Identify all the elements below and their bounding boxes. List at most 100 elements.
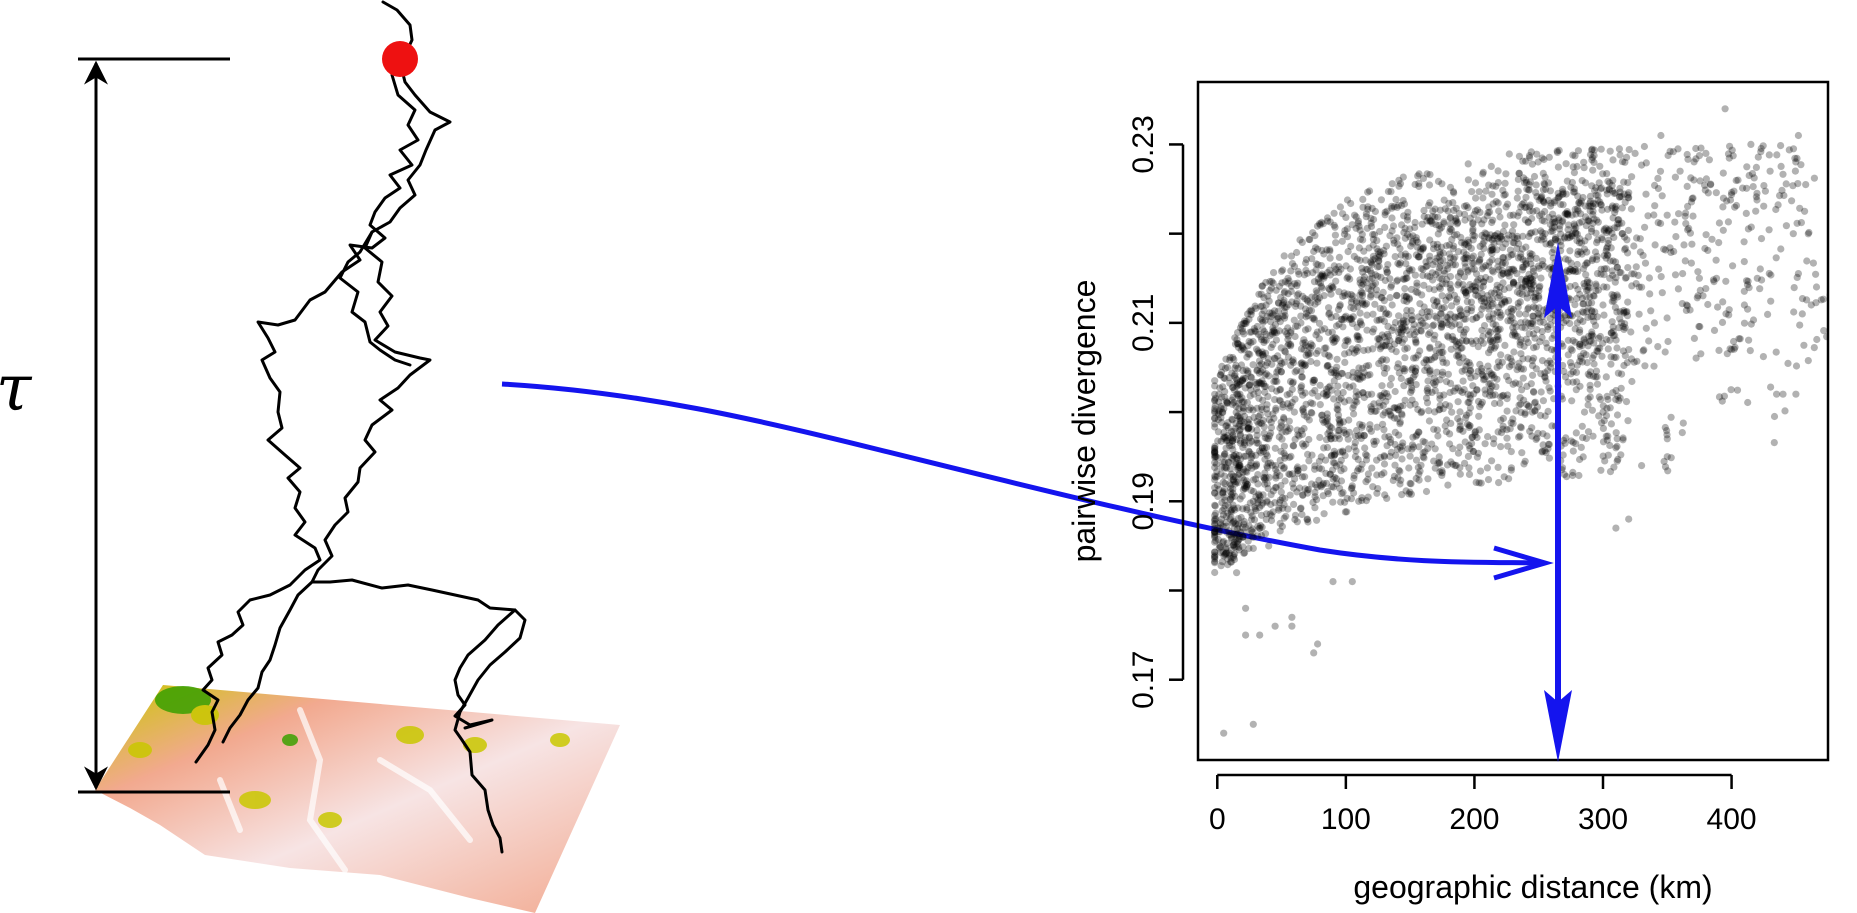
scatter-point — [1583, 259, 1591, 267]
scatter-point — [1503, 372, 1511, 380]
scatter-point — [1280, 464, 1288, 472]
scatter-point — [1456, 408, 1464, 416]
scatter-point — [1257, 302, 1265, 311]
scatter-point — [1777, 245, 1785, 253]
scatter-point — [1639, 251, 1647, 260]
scatter-point — [1624, 298, 1632, 306]
scatter-point — [1468, 304, 1476, 312]
scatter-point — [1220, 374, 1228, 382]
scatter-point — [1461, 438, 1469, 446]
scatter-point — [1499, 425, 1507, 433]
scatter-point — [1267, 343, 1275, 352]
scatter-point — [1218, 499, 1226, 507]
scatter-point — [1294, 463, 1302, 471]
scatter-point — [1538, 327, 1546, 336]
scatter-point — [1508, 314, 1516, 322]
scatter-point — [1226, 480, 1234, 488]
scatter-point — [1505, 363, 1513, 371]
scatter-point — [1401, 354, 1409, 362]
scatter-point — [1589, 292, 1597, 300]
scatter-point — [1217, 521, 1225, 529]
scatter-point — [1220, 452, 1228, 460]
scatter-point — [1563, 208, 1571, 216]
scatter-point — [1423, 356, 1431, 364]
scatter-point — [1482, 390, 1490, 398]
scatter-point — [1369, 241, 1377, 249]
scatter-point — [1438, 469, 1446, 477]
scatter-point — [1516, 298, 1524, 306]
scatter-point — [1359, 300, 1367, 308]
scatter-point — [1546, 240, 1554, 249]
scatter-point — [1277, 447, 1285, 455]
scatter-point — [1390, 239, 1398, 247]
scatter-point — [1404, 252, 1412, 261]
scatter-point — [1350, 305, 1358, 313]
scatter-point — [1288, 298, 1296, 306]
scatter-point — [1293, 518, 1301, 526]
scatter-point — [1606, 179, 1614, 187]
scatter-point — [1500, 296, 1508, 304]
scatter-point — [1608, 267, 1616, 275]
scatter-point — [1288, 622, 1296, 630]
scatter-point — [1462, 254, 1470, 262]
scatter-point — [1457, 268, 1465, 276]
scatter-point — [1592, 367, 1601, 375]
scatter-point — [1268, 461, 1276, 469]
scatter-point — [1497, 429, 1506, 437]
scatter-point — [1334, 411, 1343, 419]
scatter-point — [1239, 533, 1247, 541]
scatter-point — [1764, 310, 1772, 318]
scatter-point — [1356, 226, 1364, 234]
scatter-point — [1220, 464, 1229, 472]
scatter-point — [1562, 190, 1570, 198]
scatter-point — [1321, 344, 1329, 352]
scatter-point — [1758, 276, 1766, 284]
scatter-point — [1636, 235, 1644, 243]
scatter-point — [1388, 326, 1396, 334]
scatter-point — [1287, 282, 1296, 290]
scatter-point — [1542, 185, 1550, 193]
scatter-point — [1518, 200, 1526, 208]
scatter-point — [1527, 285, 1536, 293]
scatter-point — [1417, 327, 1425, 335]
scatter-point — [1712, 256, 1720, 264]
scatter-point — [1466, 422, 1474, 430]
scatter-point — [1669, 148, 1677, 156]
scatter-point — [1484, 433, 1492, 441]
scatter-point — [1391, 318, 1400, 327]
scatter-point — [1580, 335, 1588, 343]
scatter-point — [1256, 524, 1264, 532]
scatter-point — [1623, 312, 1632, 320]
scatter-point — [1581, 179, 1590, 187]
scatter-point — [1235, 470, 1243, 478]
scatter-point — [1249, 337, 1257, 346]
scatter-point — [1528, 408, 1536, 416]
scatter-point — [1232, 478, 1240, 486]
scatter-point — [1494, 294, 1502, 302]
scatter-point — [1354, 455, 1362, 464]
scatter-point — [1499, 279, 1507, 287]
scatter-point — [1371, 279, 1380, 287]
scatter-point — [1238, 394, 1246, 402]
scatter-point — [1315, 319, 1324, 327]
scatter-point — [1551, 197, 1559, 205]
scatter-point — [1549, 227, 1557, 235]
scatter-point — [1436, 262, 1445, 270]
scatter-point — [1407, 490, 1415, 498]
scatter-point — [1479, 194, 1487, 202]
scatter-point — [1430, 457, 1438, 465]
scatter-point — [1812, 299, 1820, 307]
scatter-point — [1692, 144, 1700, 153]
scatter-point — [1377, 392, 1385, 400]
scatter-point — [1236, 427, 1244, 435]
scatter-point — [1590, 152, 1598, 160]
scatter-point — [1380, 317, 1388, 325]
scatter-point — [1245, 381, 1253, 389]
scatter-point — [1281, 477, 1289, 485]
scatter-point — [1484, 331, 1493, 339]
scatter-point — [1386, 438, 1395, 447]
scatter-point — [1486, 275, 1494, 283]
scatter-point — [1760, 182, 1768, 190]
scatter-point — [1449, 445, 1457, 453]
